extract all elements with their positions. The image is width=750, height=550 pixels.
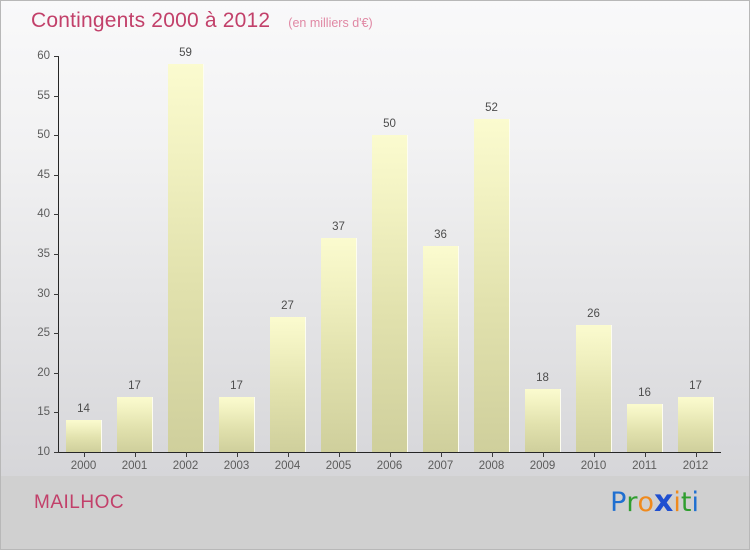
- bar-2006[interactable]: [372, 135, 408, 452]
- y-axis-label: 60: [37, 50, 50, 62]
- x-axis-tick: [83, 452, 85, 457]
- y-axis-tick: [54, 56, 59, 57]
- logo-letter-1: r: [626, 487, 638, 518]
- y-axis-label: 25: [37, 327, 50, 340]
- y-axis-label: 45: [37, 168, 50, 181]
- y-axis-label: 55: [37, 89, 50, 102]
- y-axis-label: 30: [37, 287, 50, 300]
- y-axis-label: 10: [37, 446, 50, 458]
- x-axis-tick: [491, 452, 493, 457]
- x-axis-tick: [593, 452, 595, 457]
- bar-value-label: 52: [485, 102, 498, 115]
- bar-value-label: 37: [332, 221, 345, 234]
- logo-letter-4: i: [673, 487, 681, 518]
- chart-title: Contingents 2000 à 2012: [31, 9, 271, 32]
- x-axis-label: 2004: [274, 460, 301, 472]
- x-axis-label: 2012: [682, 460, 709, 472]
- y-axis-label: 35: [37, 248, 50, 260]
- x-axis-label: 2000: [70, 460, 97, 472]
- chart-subtitle: (en milliers d'€): [288, 16, 373, 30]
- bar-value-label: 26: [587, 308, 600, 321]
- x-axis-tick: [542, 452, 544, 457]
- bar-2002[interactable]: [168, 63, 204, 452]
- bar-2009[interactable]: [525, 388, 561, 452]
- bar-2011[interactable]: [627, 404, 663, 452]
- x-axis-tick: [440, 452, 442, 457]
- y-axis-tick: [54, 214, 59, 216]
- y-axis-label: 50: [37, 129, 50, 142]
- y-axis-tick: [54, 372, 59, 374]
- bar-value-label: 18: [536, 371, 549, 384]
- chart-panel: Contingents 2000 à 2012 (en milliers d'€…: [1, 1, 749, 476]
- y-axis-label: 20: [37, 366, 50, 379]
- bar-2010[interactable]: [576, 325, 612, 452]
- y-axis-tick: [54, 95, 59, 97]
- x-axis-tick: [695, 452, 697, 457]
- chart-footer: MAILHOC Proxiti: [1, 476, 749, 549]
- x-axis-label: 2006: [376, 460, 403, 472]
- bar-2003[interactable]: [219, 396, 255, 452]
- x-axis-label: 2005: [325, 460, 352, 472]
- logo-letter-6: i: [691, 487, 699, 518]
- x-axis-label: 2003: [223, 460, 250, 472]
- bar-value-label: 16: [638, 387, 651, 400]
- x-axis-tick: [236, 452, 238, 457]
- bar-value-label: 36: [434, 229, 447, 242]
- y-axis-tick: [54, 293, 59, 295]
- x-axis-label: 2008: [478, 460, 505, 472]
- plot-area: 10 15 20 25 30 35 40 45 50 55 60 2000 2001 2002 2003 2…: [37, 47, 721, 472]
- y-axis-tick: [54, 135, 59, 137]
- bar-value-label: 14: [77, 403, 90, 416]
- x-axis-label: 2001: [121, 460, 148, 472]
- bar-value-label: 17: [128, 379, 141, 392]
- y-axis-tick: [54, 254, 59, 255]
- logo-letter-0: P: [610, 487, 627, 518]
- x-axis-tick: [287, 452, 289, 457]
- logo-letter-5: t: [680, 487, 692, 518]
- x-axis-tick: [134, 452, 136, 457]
- bar-value-label: 59: [179, 46, 192, 59]
- commune-name: MAILHOC: [34, 492, 125, 513]
- proxiti-logo[interactable]: Proxiti: [610, 484, 699, 519]
- bar-2008[interactable]: [474, 119, 510, 452]
- bar-2001[interactable]: [117, 396, 153, 452]
- y-axis-tick: [54, 174, 59, 176]
- bar-2007[interactable]: [423, 246, 459, 452]
- x-axis-tick: [185, 452, 187, 457]
- y-axis-tick: [54, 333, 59, 335]
- y-axis-tick: [54, 412, 59, 414]
- x-axis-label: 2010: [580, 460, 607, 472]
- y-axis-tick: [54, 452, 59, 453]
- bar-2005[interactable]: [321, 238, 357, 452]
- bar-value-label: 50: [383, 118, 396, 131]
- bar-2012[interactable]: [678, 396, 714, 452]
- logo-letter-3: x: [654, 484, 674, 519]
- x-axis-label: 2009: [529, 460, 556, 472]
- bar-2004[interactable]: [270, 317, 306, 452]
- x-axis-label: 2011: [632, 460, 657, 472]
- logo-letter-2: o: [637, 487, 655, 518]
- bar-value-label: 17: [689, 379, 702, 392]
- bar-value-label: 27: [281, 300, 294, 313]
- x-axis-label: 2002: [172, 460, 199, 472]
- y-axis-label: 15: [37, 406, 50, 419]
- x-axis-tick: [644, 452, 646, 457]
- x-axis-label: 2007: [427, 460, 454, 472]
- chart-header: Contingents 2000 à 2012 (en milliers d'€…: [31, 9, 373, 33]
- x-axis-tick: [389, 452, 391, 457]
- bar-2000[interactable]: [66, 420, 102, 452]
- bar-value-label: 17: [230, 379, 243, 392]
- y-axis-label: 40: [37, 208, 50, 221]
- x-axis-tick: [338, 452, 340, 457]
